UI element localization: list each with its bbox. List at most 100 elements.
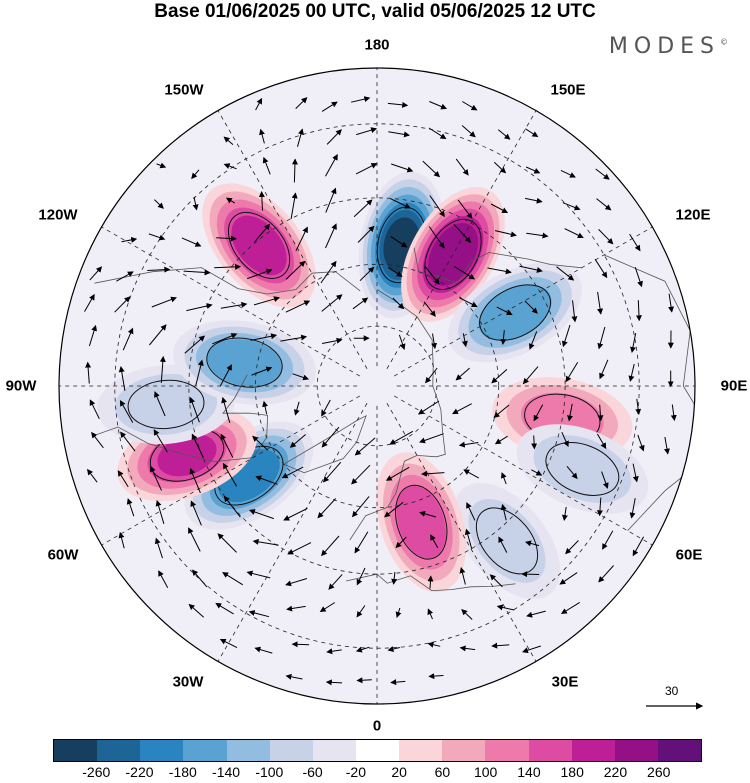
modes-logo: MODES© [608,34,728,59]
wind-arrow [429,195,445,218]
wind-arrow [493,404,510,418]
wind-arrow [429,101,448,110]
wind-arrow [280,334,308,342]
coastlines [91,247,695,592]
wind-arrow [526,232,549,239]
wind-arrow [385,466,410,481]
colorbar-tick-label: 60 [434,764,451,780]
coastline-segment [349,289,446,541]
wind-arrow [321,399,331,417]
wind-arrow [283,507,308,521]
wind-arrow [292,373,310,381]
lon-label-0: 0 [372,717,382,735]
wind-arrow [497,129,511,140]
wind-arrow [217,533,237,553]
wind-arrow [419,433,444,444]
wind-arrow [216,235,237,242]
colorbar-bin [442,740,486,761]
wind-arrow [221,396,231,424]
wind-arrow [458,441,479,448]
wind-arrow [464,528,473,549]
wind-arrow [220,301,248,309]
meridian-line [386,402,543,672]
wind-arrow [214,263,242,270]
wind-arrow [561,506,568,521]
wind-arrow [565,540,579,555]
wind-arrow [286,605,306,612]
wind-arrow [252,538,279,546]
wind-arrow [223,163,237,170]
wind-arrow [91,431,104,449]
wind-arrow [663,436,670,455]
wind-arrow [531,435,538,450]
wind-arrow [525,128,539,138]
wind-arrow [158,570,169,588]
wind-arrow [491,642,510,649]
wind-arrow [635,300,642,322]
wind-arrow [533,404,544,422]
wind-arrow [494,230,517,238]
wind-arrow [487,267,512,275]
anomaly-field [97,171,649,599]
meridian-line [91,220,361,377]
wind-arrow [493,161,507,174]
coastline-segment [91,374,269,463]
wind-arrow [559,572,578,585]
coastline-segment [603,254,695,531]
colorbar-bin [355,740,400,761]
wind-arrow [354,531,369,554]
wind-arrow [155,500,165,524]
lon-label-90e: 90E [720,377,748,395]
wind-arrow [154,391,166,417]
wind-arrow [191,433,204,459]
wind-arrow [285,578,308,587]
colorbar-tick-label: 100 [473,764,498,780]
colorbar-tick-label: 260 [647,764,671,780]
wind-arrow [632,463,639,483]
wind-arrow [599,359,609,380]
wind-arrow [528,331,538,350]
wind-arrow [355,163,378,175]
colorbar-bin [657,740,702,761]
wind-arrow [390,679,406,686]
wind-arrow [424,265,440,285]
height-contour [206,337,283,388]
wind-arrow [153,429,168,453]
wind-arrow [634,266,643,288]
wind-arrow [496,604,515,611]
wind-arrow [421,470,445,477]
wind-arrow [251,366,273,376]
wind-arrow [384,501,404,518]
wind-arrow [147,266,171,273]
anomaly-contour [546,443,619,495]
wind-arrow [565,361,579,383]
wind-arrow [459,567,466,585]
coastline-segment [346,573,516,592]
lon-label-30w: 30W [172,673,204,691]
lon-label-60e: 60E [675,546,703,564]
latitude-circle [254,263,500,509]
meridian-line [393,220,663,377]
wind-arrow [598,229,614,245]
wind-arrow [598,565,614,583]
wind-arrow [181,237,202,247]
wind-arrow [321,294,343,312]
wind-arrow [322,461,342,483]
map-disc [59,68,695,704]
wind-arrow [183,269,211,276]
wind-arrow [89,266,103,281]
wind-arrow [223,495,241,518]
wind-arrow [629,233,641,252]
meridian-line [211,402,368,672]
wind-arrow [262,156,271,175]
lon-label-150w: 150W [164,81,204,99]
wind-arrow [522,645,541,654]
wind-arrow [289,434,306,448]
wind-arrow [258,191,265,211]
anomaly-center [202,183,316,308]
wind-arrow [219,638,238,649]
wind-arrow [246,268,273,280]
wind-arrow [427,641,441,648]
colorbar-bin [399,740,443,761]
wind-arrow [500,330,507,345]
